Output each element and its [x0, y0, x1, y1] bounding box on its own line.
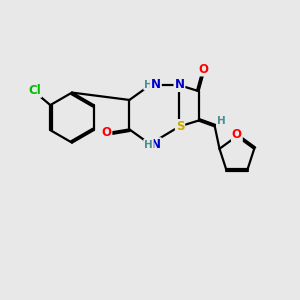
Text: S: S [176, 120, 184, 133]
Text: O: O [101, 126, 111, 139]
Text: H: H [217, 116, 226, 126]
Text: O: O [232, 128, 242, 141]
Text: O: O [198, 62, 208, 76]
Text: Cl: Cl [28, 84, 41, 97]
Text: H: H [144, 140, 153, 150]
Text: H: H [144, 80, 153, 90]
Text: N: N [151, 138, 161, 151]
Text: N: N [174, 78, 184, 91]
Text: N: N [151, 78, 161, 91]
